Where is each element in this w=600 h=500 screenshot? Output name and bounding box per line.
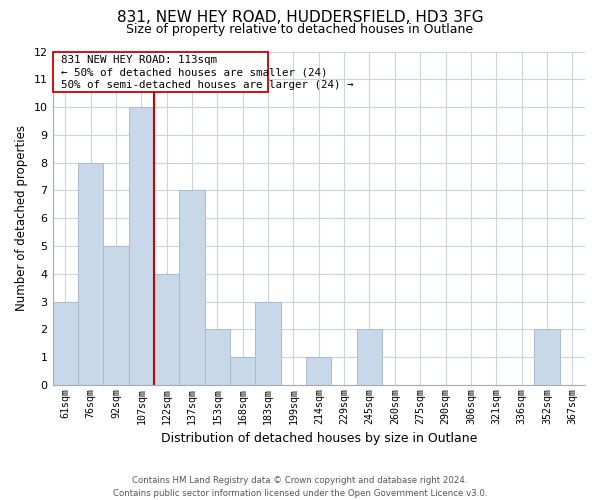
Bar <box>53 302 78 385</box>
Text: 831, NEW HEY ROAD, HUDDERSFIELD, HD3 3FG: 831, NEW HEY ROAD, HUDDERSFIELD, HD3 3FG <box>116 10 484 25</box>
Text: 50% of semi-detached houses are larger (24) →: 50% of semi-detached houses are larger (… <box>61 80 353 90</box>
Bar <box>128 107 154 385</box>
Bar <box>357 330 382 385</box>
Bar <box>256 302 281 385</box>
Bar <box>78 162 103 385</box>
Bar <box>306 357 331 385</box>
Text: Contains HM Land Registry data © Crown copyright and database right 2024.
Contai: Contains HM Land Registry data © Crown c… <box>113 476 487 498</box>
Bar <box>154 274 179 385</box>
X-axis label: Distribution of detached houses by size in Outlane: Distribution of detached houses by size … <box>161 432 477 445</box>
FancyBboxPatch shape <box>53 52 268 92</box>
Y-axis label: Number of detached properties: Number of detached properties <box>15 125 28 311</box>
Bar <box>179 190 205 385</box>
Bar <box>205 330 230 385</box>
Text: ← 50% of detached houses are smaller (24): ← 50% of detached houses are smaller (24… <box>61 68 327 78</box>
Bar <box>103 246 128 385</box>
Text: 831 NEW HEY ROAD: 113sqm: 831 NEW HEY ROAD: 113sqm <box>61 56 217 66</box>
Bar <box>230 357 256 385</box>
Bar <box>534 330 560 385</box>
Text: Size of property relative to detached houses in Outlane: Size of property relative to detached ho… <box>127 22 473 36</box>
